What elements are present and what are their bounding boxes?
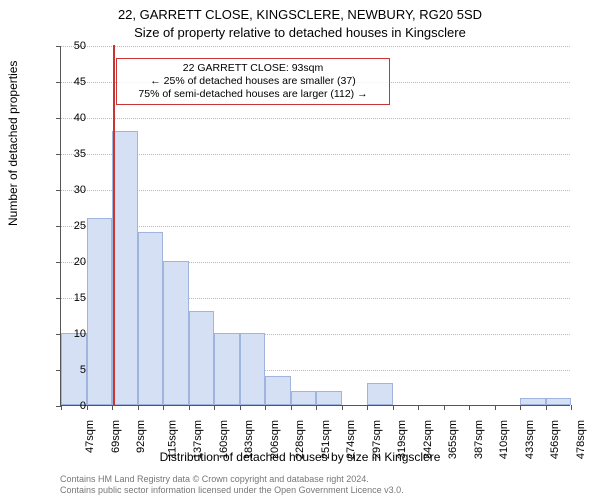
xtick-label: 456sqm (549, 420, 561, 459)
y-axis-label: Number of detached properties (6, 61, 20, 226)
xtick-mark (520, 405, 521, 410)
title-line-2: Size of property relative to detached ho… (0, 24, 600, 42)
xtick-mark (367, 405, 368, 410)
xtick-mark (342, 405, 343, 410)
xtick-label: 297sqm (371, 420, 383, 459)
histogram-bar (112, 131, 138, 405)
xtick-label: 47sqm (84, 420, 96, 453)
histogram-bar (546, 398, 572, 405)
xtick-mark (495, 405, 496, 410)
xtick-label: 160sqm (218, 420, 230, 459)
ytick-label: 30 (56, 184, 86, 196)
footer-line-2: Contains public sector information licen… (60, 485, 404, 496)
xtick-mark (214, 405, 215, 410)
histogram-bar (367, 383, 393, 405)
xtick-mark (240, 405, 241, 410)
gridline (61, 46, 570, 47)
xtick-label: 274sqm (345, 420, 357, 459)
xtick-mark (265, 405, 266, 410)
xtick-label: 251sqm (320, 420, 332, 459)
histogram-bar (291, 391, 317, 405)
xtick-label: 206sqm (269, 420, 281, 459)
annotation-line-2: ← 25% of detached houses are smaller (37… (123, 75, 383, 88)
chart-container: 22, GARRETT CLOSE, KINGSCLERE, NEWBURY, … (0, 0, 600, 500)
ytick-label: 5 (56, 364, 86, 376)
ytick-label: 25 (56, 220, 86, 232)
attribution-footer: Contains HM Land Registry data © Crown c… (60, 474, 404, 496)
histogram-bar (189, 311, 215, 405)
xtick-mark (469, 405, 470, 410)
histogram-bar (316, 391, 342, 405)
xtick-label: 92sqm (135, 420, 147, 453)
xtick-label: 365sqm (447, 420, 459, 459)
annotation-line-1: 22 GARRETT CLOSE: 93sqm (123, 62, 383, 75)
xtick-mark (571, 405, 572, 410)
xtick-mark (112, 405, 113, 410)
xtick-label: 478sqm (575, 420, 587, 459)
xtick-label: 410sqm (498, 420, 510, 459)
ytick-label: 50 (56, 40, 86, 52)
histogram-bar (87, 218, 113, 405)
xtick-mark (393, 405, 394, 410)
subject-marker-line (113, 45, 115, 405)
xtick-mark (87, 405, 88, 410)
xtick-label: 183sqm (243, 420, 255, 459)
ytick-label: 35 (56, 148, 86, 160)
histogram-bar (520, 398, 546, 405)
xtick-mark (418, 405, 419, 410)
chart-title: 22, GARRETT CLOSE, KINGSCLERE, NEWBURY, … (0, 0, 600, 41)
xtick-mark (291, 405, 292, 410)
xtick-mark (163, 405, 164, 410)
xtick-label: 342sqm (422, 420, 434, 459)
ytick-label: 45 (56, 76, 86, 88)
histogram-bar (163, 261, 189, 405)
xtick-mark (189, 405, 190, 410)
ytick-label: 40 (56, 112, 86, 124)
annotation-line-3: 75% of semi-detached houses are larger (… (123, 88, 383, 101)
xtick-mark (546, 405, 547, 410)
marker-annotation: 22 GARRETT CLOSE: 93sqm ← 25% of detache… (116, 58, 390, 105)
xtick-label: 387sqm (473, 420, 485, 459)
xtick-mark (444, 405, 445, 410)
plot-area: 22 GARRETT CLOSE: 93sqm ← 25% of detache… (60, 46, 570, 406)
gridline (61, 118, 570, 119)
histogram-bar (240, 333, 266, 405)
xtick-label: 137sqm (192, 420, 204, 459)
histogram-bar (138, 232, 164, 405)
xtick-mark (138, 405, 139, 410)
xtick-label: 115sqm (166, 420, 178, 458)
xtick-label: 433sqm (524, 420, 536, 459)
xtick-label: 69sqm (110, 420, 122, 453)
ytick-label: 0 (56, 400, 86, 412)
ytick-label: 15 (56, 292, 86, 304)
xtick-mark (316, 405, 317, 410)
title-line-1: 22, GARRETT CLOSE, KINGSCLERE, NEWBURY, … (0, 6, 600, 24)
histogram-bar (265, 376, 291, 405)
histogram-bar (214, 333, 240, 405)
xtick-label: 319sqm (396, 420, 408, 459)
ytick-label: 20 (56, 256, 86, 268)
xtick-label: 228sqm (294, 420, 306, 459)
footer-line-1: Contains HM Land Registry data © Crown c… (60, 474, 404, 485)
ytick-label: 10 (56, 328, 86, 340)
